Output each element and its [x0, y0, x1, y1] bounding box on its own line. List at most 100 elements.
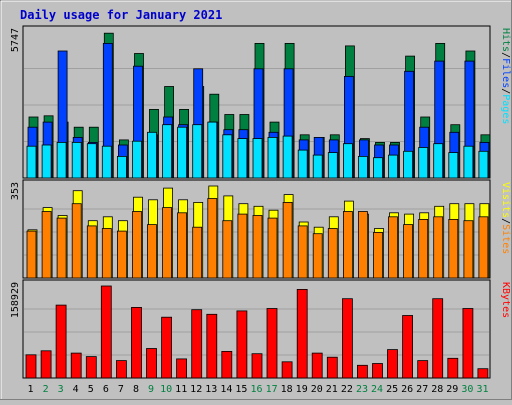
bar-sites-day-2	[41, 211, 52, 279]
bar-pages-day-18	[282, 135, 293, 179]
x-tick-label-30: 30	[461, 384, 473, 395]
bar-sites-day-6	[101, 228, 112, 279]
bar-sites-day-18	[282, 201, 293, 279]
bar-sites-day-30	[463, 220, 474, 279]
bar-pages-day-1	[26, 145, 37, 179]
x-tick-label-13: 13	[205, 384, 217, 395]
x-tick-label-31: 31	[476, 384, 488, 395]
bar-kbytes-day-8	[131, 306, 142, 379]
x-tick-label-3: 3	[58, 384, 64, 395]
bar-pages-day-14	[222, 134, 233, 179]
bar-pages-day-10	[162, 124, 173, 179]
bar-kbytes-day-4	[70, 352, 82, 379]
bar-kbytes-day-23	[356, 364, 368, 379]
bar-kbytes-day-12	[191, 309, 203, 379]
bar-kbytes-day-26	[402, 315, 414, 379]
bar-kbytes-day-27	[417, 360, 429, 379]
x-tick-label-11: 11	[175, 384, 187, 395]
x-tick-label-27: 27	[416, 384, 428, 395]
bar-pages-day-26	[403, 150, 414, 179]
bar-kbytes-day-10	[161, 316, 173, 379]
bar-kbytes-day-9	[146, 348, 157, 379]
bar-kbytes-day-1	[25, 354, 37, 379]
legend-entry-requests-2: Files	[500, 58, 511, 88]
bar-kbytes-day-20	[311, 352, 323, 379]
x-tick-label-29: 29	[446, 384, 458, 395]
legend-entry-requests-3: /	[500, 88, 511, 94]
bar-pages-day-28	[433, 143, 444, 179]
bar-sites-day-5	[86, 225, 97, 279]
x-tick-label-4: 4	[73, 384, 79, 395]
bar-sites-day-22	[342, 211, 353, 279]
bar-pages-day-31	[478, 150, 489, 179]
x-tick-label-9: 9	[148, 384, 154, 395]
legend-visitors: Visits/Sites	[500, 182, 511, 254]
bar-pages-day-12	[192, 124, 203, 179]
bar-kbytes-day-21	[326, 356, 338, 379]
bar-kbytes-day-3	[55, 304, 67, 379]
bar-pages-day-27	[418, 147, 429, 179]
bar-sites-day-17	[267, 217, 278, 279]
x-tick-label-22: 22	[341, 384, 353, 395]
x-tick-label-1: 1	[27, 384, 33, 395]
ymax-label-visitors: 353	[10, 182, 21, 200]
bar-pages-day-13	[207, 121, 218, 179]
x-tick-label-14: 14	[220, 384, 232, 395]
legend-kbytes: KBytes	[500, 282, 511, 318]
bar-sites-day-3	[56, 217, 67, 279]
bar-pages-day-24	[373, 157, 383, 179]
x-tick-label-21: 21	[326, 384, 338, 395]
bar-pages-day-17	[267, 136, 278, 179]
bar-kbytes-day-14	[221, 350, 233, 379]
legend-requests: Hits/Files/Pages	[500, 28, 511, 124]
bar-sites-day-19	[297, 225, 308, 279]
bar-pages-day-4	[71, 141, 82, 179]
bar-kbytes-day-28	[432, 298, 444, 379]
bar-pages-day-6	[101, 145, 112, 179]
x-tick-label-15: 15	[235, 384, 247, 395]
bar-kbytes-day-15	[236, 310, 248, 379]
bar-sites-day-9	[147, 224, 157, 279]
bar-pages-day-15	[237, 138, 248, 179]
bar-kbytes-day-17	[266, 308, 278, 379]
x-tick-label-28: 28	[431, 384, 443, 395]
bar-sites-day-15	[237, 213, 248, 279]
bar-sites-day-1	[26, 230, 37, 279]
bar-sites-day-25	[388, 216, 398, 279]
bar-sites-day-12	[192, 226, 203, 279]
bar-sites-day-20	[312, 233, 323, 279]
x-tick-label-20: 20	[311, 384, 323, 395]
x-tick-label-12: 12	[190, 384, 202, 395]
ymax-label-requests: 5747	[10, 28, 21, 52]
bar-pages-day-9	[147, 131, 157, 179]
legend-entry-visitors-2: Sites	[500, 224, 511, 254]
bar-kbytes-day-30	[462, 308, 474, 379]
bar-sites-day-14	[222, 220, 233, 279]
ymax-label-kbytes: 158929	[10, 282, 21, 318]
bar-sites-day-4	[71, 203, 82, 279]
bar-pages-day-20	[312, 154, 323, 179]
bar-kbytes-day-5	[85, 356, 97, 379]
x-tick-label-25: 25	[386, 384, 398, 395]
legend-entry-requests-0: Hits	[500, 28, 511, 52]
bar-pages-day-8	[132, 140, 142, 179]
bar-sites-day-8	[132, 211, 142, 279]
x-tick-label-2: 2	[43, 384, 49, 395]
bar-pages-day-29	[448, 152, 459, 179]
x-tick-label-16: 16	[250, 384, 262, 395]
x-tick-label-7: 7	[118, 384, 124, 395]
bar-kbytes-day-29	[447, 357, 459, 379]
bar-pages-day-19	[297, 149, 308, 179]
x-tick-label-19: 19	[296, 384, 308, 395]
bar-pages-day-3	[56, 141, 67, 179]
bar-sites-day-7	[117, 230, 127, 279]
bar-pages-day-21	[327, 152, 338, 179]
legend-entry-requests-1: /	[500, 52, 511, 58]
bar-sites-day-21	[327, 228, 338, 279]
x-tick-label-18: 18	[281, 384, 293, 395]
bar-sites-day-28	[433, 216, 444, 279]
x-tick-label-5: 5	[88, 384, 94, 395]
bar-kbytes-day-24	[372, 363, 383, 379]
